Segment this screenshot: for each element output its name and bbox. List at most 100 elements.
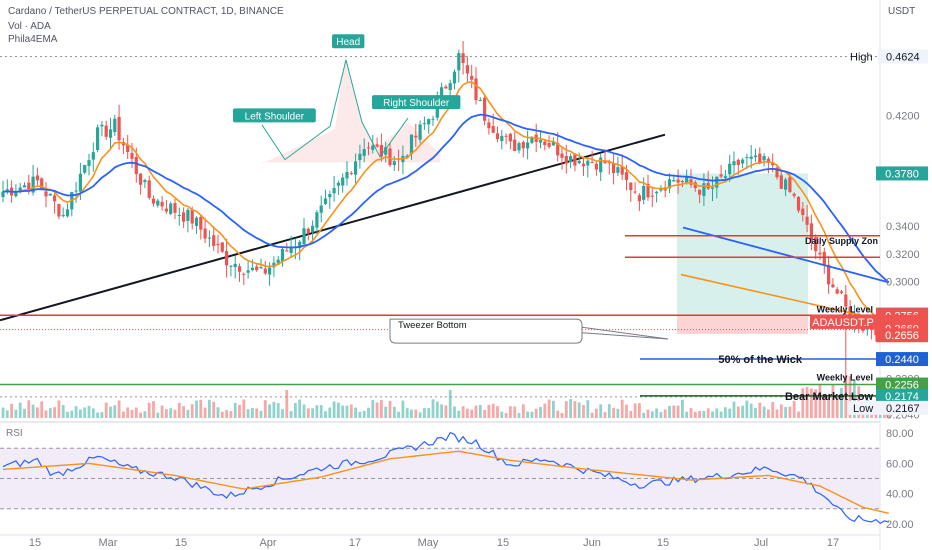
volume-bar: [788, 406, 792, 418]
volume-bar: [466, 408, 469, 418]
volume-bar: [620, 399, 624, 418]
volume-bar: [552, 400, 555, 418]
volume-bar: [693, 411, 697, 418]
volume-bar: [659, 412, 663, 418]
volume-bar: [483, 409, 486, 418]
time-tick-label: 15: [497, 537, 509, 549]
head-shoulders-area: [262, 56, 440, 164]
volume-bar: [169, 408, 173, 418]
candle-body: [336, 182, 340, 186]
candle-body: [728, 163, 732, 175]
candle-body: [723, 176, 727, 178]
volume-bar: [835, 396, 839, 418]
tweezer-callout-box: [389, 318, 583, 344]
candle-body: [147, 180, 151, 198]
volume-bar: [126, 407, 130, 418]
volume-bar: [689, 408, 693, 418]
candle-body: [448, 83, 452, 91]
volume-bar: [741, 405, 744, 418]
left-shoulder-label-bg: [233, 108, 316, 123]
volume-bar: [208, 399, 211, 418]
candle-body: [500, 135, 504, 142]
candle-body: [332, 188, 336, 194]
candle-body: [753, 155, 758, 158]
candle-body: [822, 251, 826, 266]
chart-title: Cardano / TetherUS PERPETUAL CONTRACT, 1…: [8, 6, 284, 17]
candle-body: [151, 198, 156, 204]
candle-body: [358, 153, 362, 160]
candle-body: [741, 159, 745, 164]
candle-body: [676, 179, 680, 183]
volume-bar: [143, 411, 147, 418]
candle-body: [599, 157, 603, 173]
volume-bar: [354, 407, 357, 418]
volume-bar: [117, 400, 121, 418]
volume-bar: [31, 404, 35, 418]
candle-body: [134, 156, 138, 175]
currency-label: USDT: [888, 6, 916, 17]
candle-body: [409, 134, 414, 155]
candle-body: [839, 291, 844, 293]
candle-body: [40, 178, 44, 189]
volume-bar: [457, 410, 461, 418]
volume-bar: [14, 409, 18, 418]
volume-bar: [754, 407, 757, 418]
price-tick-label: 0.3200: [886, 249, 920, 261]
volume-bar: [470, 409, 474, 418]
candle-body: [517, 143, 521, 151]
volume-bar: [586, 400, 590, 418]
candle-body: [457, 53, 461, 71]
volume-bar: [616, 408, 620, 418]
volume-bar: [332, 401, 336, 418]
price-tag-bg: [876, 166, 928, 181]
volume-bar: [655, 408, 658, 418]
volume-bar: [543, 403, 547, 418]
candle-body: [242, 273, 246, 275]
volume-bar: [113, 405, 117, 418]
volume-bar: [715, 408, 719, 418]
candle-body: [461, 53, 465, 64]
candle-body: [440, 87, 444, 100]
volume-bar: [478, 405, 482, 418]
price-tick-label: 0.3000: [886, 276, 920, 288]
candle-body: [715, 176, 719, 188]
volume-bar: [633, 403, 637, 418]
candle-body: [693, 182, 697, 189]
volume-bar: [453, 406, 456, 418]
volume-bar: [276, 403, 280, 418]
ema-slow-projection: [682, 226, 890, 284]
volume-bar: [306, 408, 310, 418]
volume-bar: [496, 406, 499, 418]
candle-body: [762, 156, 766, 161]
volume-bar: [48, 408, 52, 418]
candle-body: [831, 284, 835, 288]
candle-body: [620, 166, 624, 175]
candle-body: [126, 145, 130, 153]
candle-body: [637, 195, 641, 202]
candle-body: [366, 147, 371, 149]
candle-body: [607, 162, 611, 164]
candle-body: [392, 161, 396, 166]
volume-bar: [87, 405, 91, 418]
candle-body: [345, 171, 349, 179]
candle-body: [113, 118, 117, 133]
candle-body: [207, 237, 211, 239]
volume-bar: [526, 411, 529, 418]
volume-bar: [444, 405, 448, 418]
low-marker-bg: [848, 400, 928, 415]
volume-bar: [595, 408, 598, 418]
volume-bar: [719, 411, 723, 418]
volume-bar: [100, 412, 104, 418]
volume-bar: [177, 402, 181, 418]
candle-body: [646, 183, 650, 198]
volume-bar: [238, 404, 241, 418]
volume-bar: [1, 407, 5, 418]
candle-body: [771, 162, 775, 166]
volume-bar: [251, 408, 254, 418]
volume-bar: [745, 400, 749, 418]
candle-body: [470, 75, 474, 80]
candle-body: [418, 124, 422, 140]
volume-bar: [40, 401, 44, 418]
candle-body: [1, 191, 5, 198]
